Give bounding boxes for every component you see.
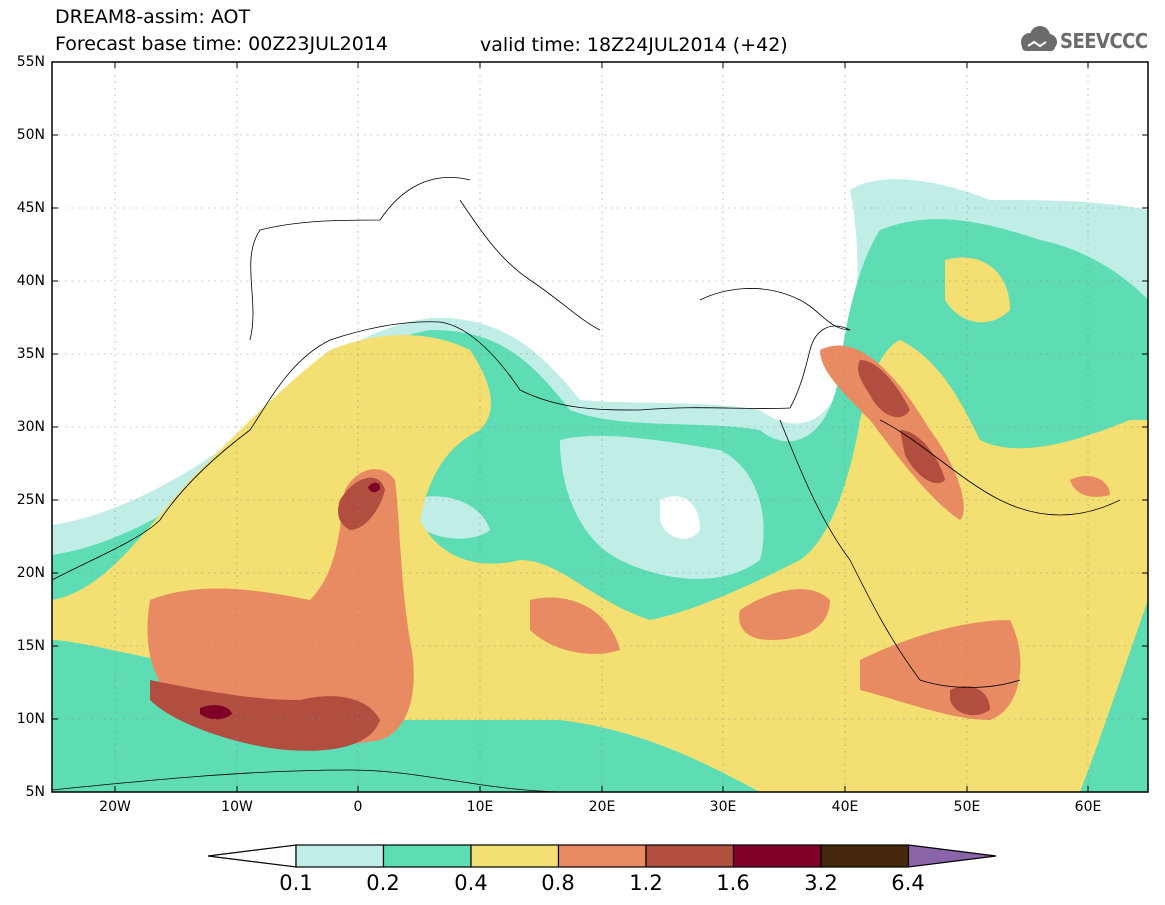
cloud-icon — [1021, 26, 1057, 51]
lon-label: 30E — [709, 799, 737, 815]
aot-field — [52, 179, 1148, 792]
colorbar-label: 0.1 — [279, 871, 313, 895]
colorbar-label: 0.8 — [541, 871, 575, 895]
colorbar-over-arrow — [907, 844, 997, 868]
colorbar-label: 6.4 — [891, 871, 925, 895]
colorbar-label: 1.6 — [716, 871, 750, 895]
lon-label: 10W — [221, 799, 253, 815]
aot-level-1.2 — [150, 680, 380, 751]
aot-level-0.8 — [147, 469, 414, 744]
colorbar-segment — [645, 844, 735, 868]
colorbar-label: 0.4 — [454, 871, 488, 895]
lat-label: 45N — [16, 200, 45, 216]
lat-label: 35N — [16, 346, 45, 362]
colorbar-label: 3.2 — [804, 871, 838, 895]
colorbar-segment — [557, 844, 647, 868]
lat-label: 40N — [16, 273, 45, 289]
logo-text: SEEVCCC — [1060, 29, 1148, 53]
lon-label: 0 — [353, 799, 363, 815]
colorbar-under-arrow — [207, 844, 297, 868]
colorbar-segment — [732, 844, 822, 868]
lat-label: 15N — [16, 638, 45, 654]
axis-ticks — [52, 62, 1148, 792]
colorbar-label: 1.2 — [629, 871, 663, 895]
lat-label: 30N — [16, 419, 45, 435]
lat-label: 25N — [16, 492, 45, 508]
lon-label: 20E — [588, 799, 616, 815]
lon-label: 60E — [1074, 799, 1102, 815]
lat-label: 5N — [25, 784, 45, 800]
lat-label: 50N — [16, 127, 45, 143]
colorbar-label: 0.2 — [366, 871, 400, 895]
colorbar-segment — [820, 844, 910, 868]
coastlines — [52, 177, 1121, 792]
lon-label: 10E — [466, 799, 494, 815]
aot-level-1.6 — [200, 705, 232, 720]
seevccc-logo — [1021, 26, 1057, 51]
forecast-base-time: Forecast base time: 00Z23JUL2014 — [55, 33, 388, 55]
lat-label: 10N — [16, 711, 45, 727]
colorbar-segment — [470, 844, 560, 868]
map-title: DREAM8-assim: AOT — [55, 6, 251, 28]
colorbar-segment — [382, 844, 472, 868]
lon-label: 40E — [831, 799, 859, 815]
gridlines — [52, 62, 1148, 792]
lat-label: 20N — [16, 565, 45, 581]
lat-label: 55N — [16, 54, 45, 70]
colorbar-segment — [295, 844, 385, 868]
colorbar — [207, 844, 997, 868]
lon-label: 20W — [99, 799, 131, 815]
valid-time: valid time: 18Z24JUL2014 (+42) — [480, 34, 788, 56]
lon-label: 50E — [953, 799, 981, 815]
